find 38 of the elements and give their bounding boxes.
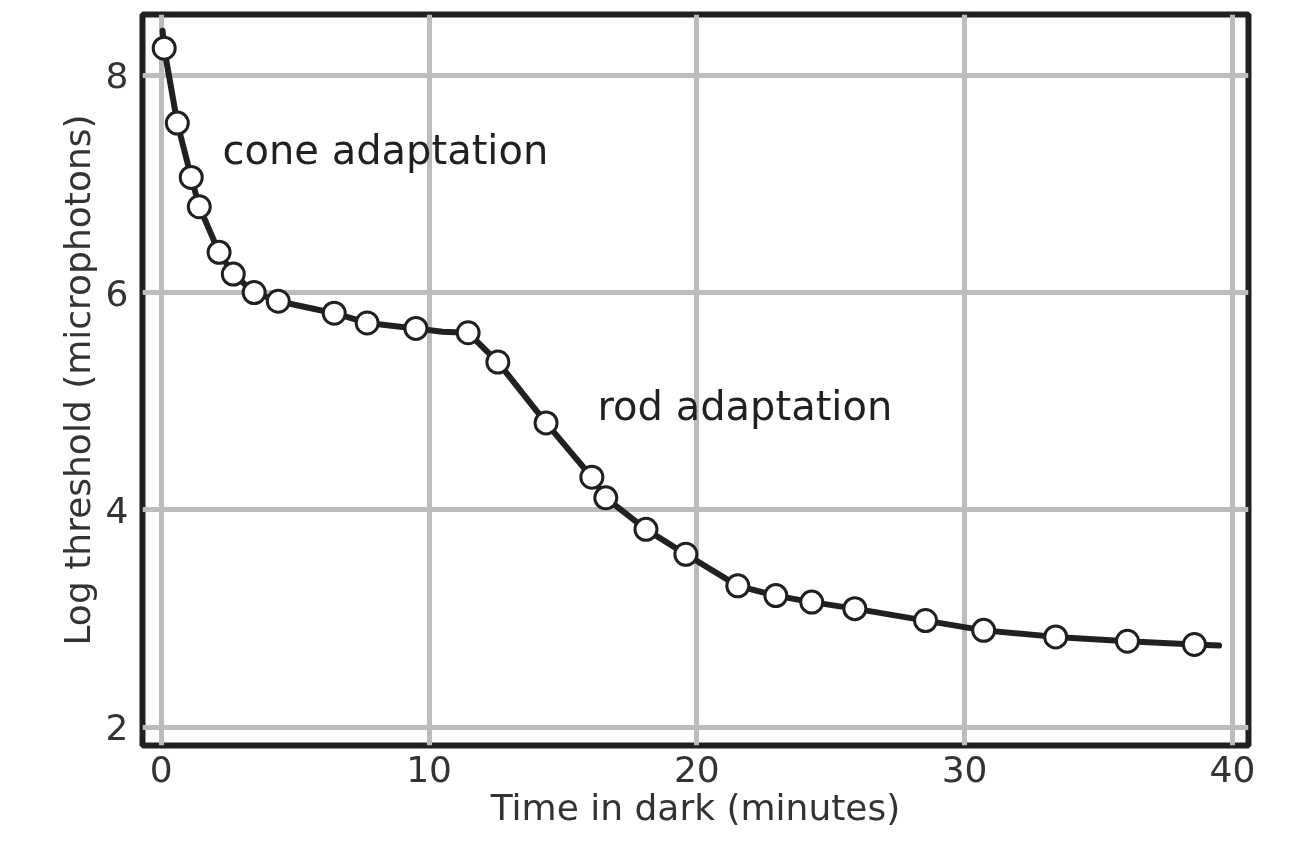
point — [403, 315, 429, 341]
point — [321, 300, 347, 326]
point — [354, 310, 380, 336]
point — [579, 464, 605, 490]
point — [1114, 628, 1140, 654]
point — [1043, 624, 1069, 650]
point — [151, 35, 177, 61]
annotation: rod adaptation — [597, 382, 893, 429]
point — [673, 541, 699, 567]
point — [533, 410, 559, 436]
x-tick-label: 30 — [941, 748, 988, 790]
point — [241, 280, 267, 306]
point — [799, 589, 825, 615]
point — [186, 194, 212, 220]
y-tick-label: 8 — [105, 55, 129, 97]
y-tick-label: 6 — [105, 272, 129, 314]
point — [455, 320, 481, 346]
point — [164, 110, 190, 136]
point — [842, 596, 868, 622]
point — [1181, 632, 1207, 657]
point — [633, 516, 659, 542]
annotation: cone adaptation — [222, 126, 549, 173]
x-tick-label: 10 — [406, 748, 452, 790]
point — [763, 583, 789, 609]
x-tick-label: 0 — [149, 748, 173, 790]
point — [206, 239, 232, 265]
y-tick-label: 4 — [105, 489, 129, 531]
point — [265, 288, 291, 314]
point — [178, 164, 204, 190]
x-tick-label: 40 — [1209, 748, 1256, 790]
point — [971, 617, 997, 643]
y-axis-title: Log threshold (microphotons) — [56, 114, 98, 646]
point — [485, 349, 511, 375]
point — [593, 485, 619, 511]
point — [220, 261, 246, 287]
y-tick-label: 2 — [105, 707, 129, 749]
point — [913, 608, 939, 634]
point — [725, 573, 751, 599]
